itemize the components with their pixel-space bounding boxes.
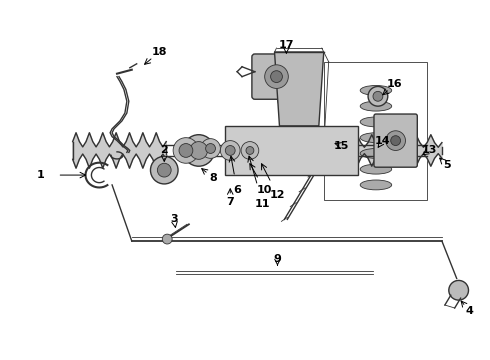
Text: 8: 8 (210, 173, 218, 183)
Circle shape (190, 141, 208, 159)
Text: 7: 7 (226, 197, 234, 207)
Ellipse shape (360, 180, 392, 190)
Ellipse shape (360, 85, 392, 95)
Polygon shape (353, 135, 442, 166)
Text: 13: 13 (421, 145, 437, 156)
Circle shape (391, 136, 400, 145)
Text: 12: 12 (270, 190, 285, 200)
Circle shape (225, 145, 235, 156)
Text: 1: 1 (36, 170, 44, 180)
Polygon shape (274, 52, 324, 126)
Text: 16: 16 (387, 80, 402, 90)
Text: 3: 3 (171, 215, 178, 224)
Ellipse shape (360, 101, 392, 111)
Circle shape (162, 234, 172, 244)
FancyBboxPatch shape (374, 114, 417, 167)
Circle shape (150, 156, 178, 184)
Text: 10: 10 (257, 185, 272, 195)
Circle shape (220, 141, 240, 160)
Text: 9: 9 (273, 254, 281, 264)
Circle shape (368, 86, 388, 106)
Text: 5: 5 (443, 160, 451, 170)
Text: 11: 11 (255, 199, 270, 209)
FancyBboxPatch shape (252, 54, 301, 99)
Circle shape (270, 71, 282, 82)
Circle shape (241, 141, 259, 159)
Text: 14: 14 (375, 136, 391, 145)
Text: 17: 17 (279, 40, 294, 50)
Text: 2: 2 (160, 145, 168, 156)
Circle shape (179, 144, 193, 157)
Circle shape (201, 139, 220, 158)
Ellipse shape (360, 117, 392, 127)
Polygon shape (225, 126, 358, 175)
Text: 18: 18 (151, 47, 167, 57)
Circle shape (157, 163, 171, 177)
Ellipse shape (360, 148, 392, 158)
Circle shape (386, 131, 406, 150)
Circle shape (449, 280, 468, 300)
Ellipse shape (360, 164, 392, 174)
Ellipse shape (360, 133, 392, 143)
Text: 6: 6 (233, 185, 241, 195)
Circle shape (265, 65, 288, 89)
Text: 15: 15 (334, 140, 349, 150)
Circle shape (373, 91, 383, 101)
Circle shape (173, 138, 199, 163)
Circle shape (206, 144, 216, 153)
Circle shape (246, 147, 254, 154)
Circle shape (183, 135, 215, 166)
Polygon shape (73, 133, 166, 168)
Text: 4: 4 (466, 306, 473, 316)
